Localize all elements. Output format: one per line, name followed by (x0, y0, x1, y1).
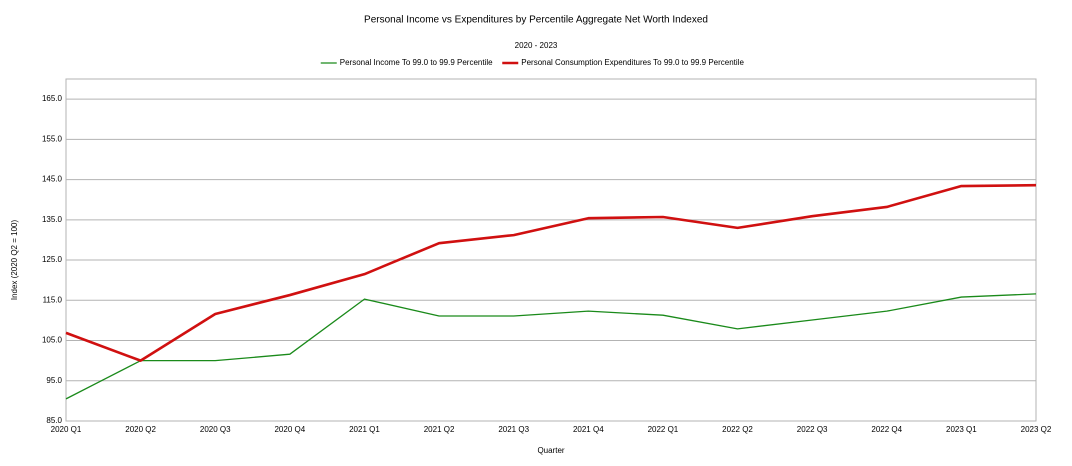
x-tick-label: 2020 Q2 (125, 425, 156, 434)
y-tick-label: 165.0 (42, 94, 63, 103)
y-tick-label: 95.0 (46, 376, 62, 385)
y-tick-label: 85.0 (46, 416, 62, 425)
y-tick-label: 125.0 (42, 255, 63, 264)
x-tick-label: 2022 Q2 (722, 425, 753, 434)
legend-label: Personal Consumption Expenditures To 99.… (521, 58, 744, 67)
x-tick-label: 2020 Q1 (51, 425, 82, 434)
series-line (65, 293, 1037, 400)
y-axis-label: Index (2020 Q2 = 100) (10, 220, 19, 301)
y-tick-label: 155.0 (42, 134, 63, 143)
x-tick-label: 2023 Q2 (1021, 425, 1052, 434)
x-tick-label: 2021 Q2 (424, 425, 455, 434)
chart-title: Personal Income vs Expenditures by Perce… (364, 15, 708, 26)
x-tick-label: 2020 Q4 (274, 425, 305, 434)
x-tick-label: 2022 Q3 (797, 425, 828, 434)
x-tick-label: 2021 Q4 (573, 425, 604, 434)
x-tick-label: 2022 Q1 (648, 425, 679, 434)
x-tick-label: 2022 Q4 (871, 425, 902, 434)
x-axis-label: Quarter (537, 446, 564, 455)
x-tick-label: 2023 Q1 (946, 425, 977, 434)
chart-subtitle: 2020 - 2023 (515, 41, 558, 50)
legend-label: Personal Income To 99.0 to 99.9 Percenti… (340, 58, 493, 67)
series-line (65, 183, 1037, 362)
y-tick-label: 145.0 (42, 175, 63, 184)
x-tick-label: 2021 Q1 (349, 425, 380, 434)
x-tick-label: 2020 Q3 (200, 425, 231, 434)
y-tick-label: 135.0 (42, 215, 63, 224)
y-tick-label: 105.0 (42, 336, 63, 345)
y-tick-label: 115.0 (43, 295, 63, 304)
legend: Personal Income To 99.0 to 99.9 Percenti… (320, 58, 744, 67)
plot-frame (65, 78, 1037, 422)
x-tick-label: 2021 Q3 (498, 425, 529, 434)
